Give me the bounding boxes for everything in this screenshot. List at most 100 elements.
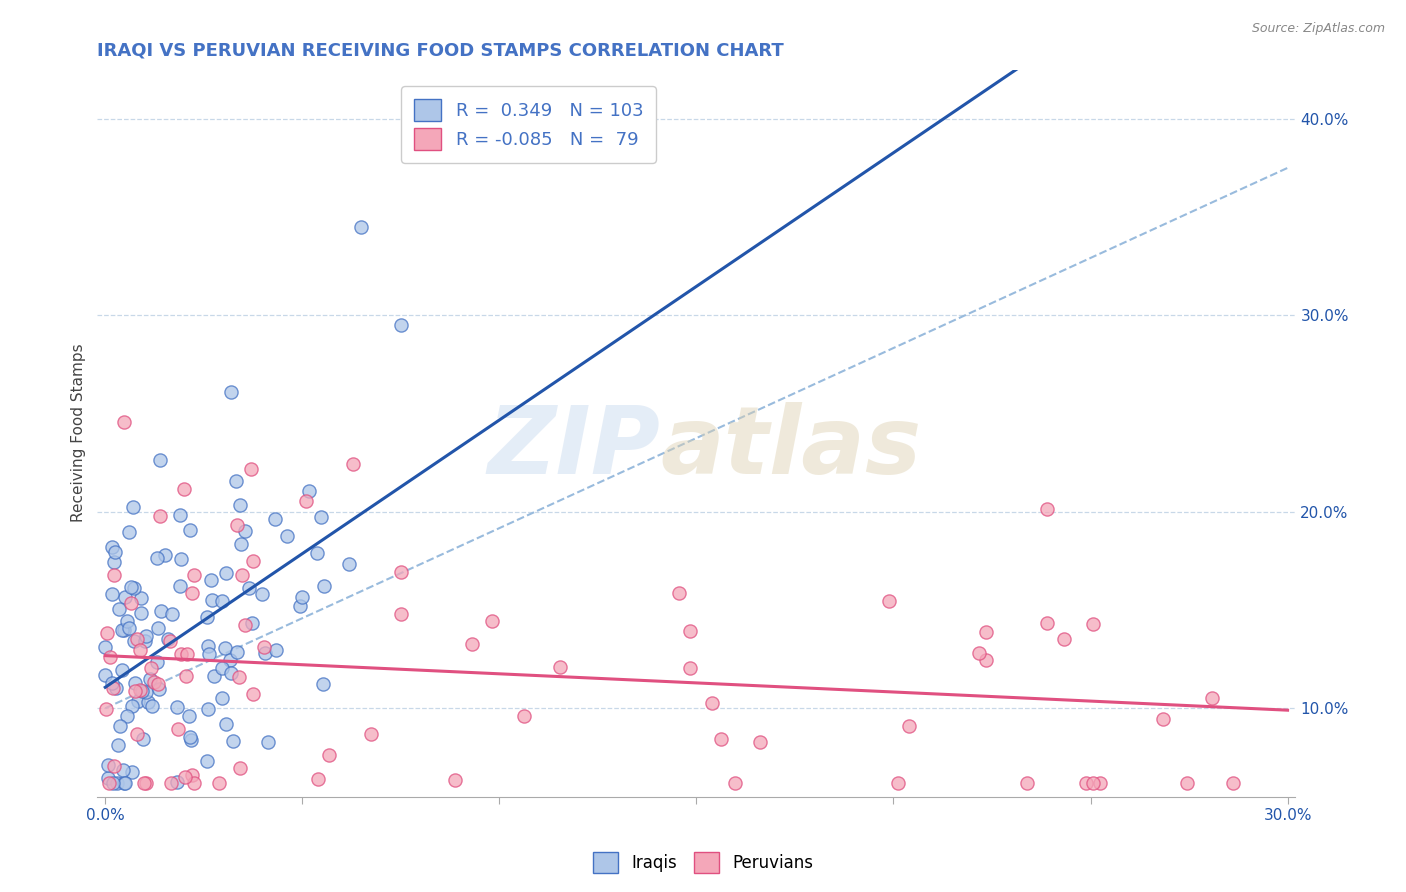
Point — [548, 660, 571, 674]
Point — [134, 634, 156, 648]
Point — [174, 770, 197, 784]
Point — [197, 639, 219, 653]
Text: ZIP: ZIP — [488, 401, 661, 493]
Point — [162, 607, 184, 621]
Point — [211, 691, 233, 706]
Point — [121, 500, 143, 514]
Point — [195, 610, 218, 624]
Point — [263, 511, 285, 525]
Point — [668, 586, 690, 600]
Point — [174, 669, 197, 683]
Point — [211, 594, 233, 608]
Point — [103, 759, 125, 773]
Point — [159, 634, 181, 648]
Point — [170, 647, 193, 661]
Point — [101, 540, 124, 554]
Point — [103, 555, 125, 569]
Point — [112, 623, 135, 637]
Point — [101, 776, 124, 790]
Point — [256, 735, 278, 749]
Point — [127, 694, 149, 708]
Point — [111, 663, 134, 677]
Point — [391, 607, 413, 622]
Text: Source: ZipAtlas.com: Source: ZipAtlas.com — [1251, 22, 1385, 36]
Point — [309, 509, 332, 524]
Point — [132, 776, 155, 790]
Point — [1053, 632, 1076, 647]
Point — [166, 774, 188, 789]
Point — [1083, 617, 1105, 632]
Point — [107, 738, 129, 752]
Point — [229, 761, 252, 775]
Point — [238, 581, 260, 595]
Point — [253, 646, 276, 660]
Point — [146, 621, 169, 635]
Point — [389, 318, 412, 332]
Point — [112, 415, 135, 429]
Point — [1222, 776, 1244, 790]
Point — [145, 655, 167, 669]
Point — [225, 475, 247, 489]
Point — [111, 623, 134, 637]
Point — [101, 587, 124, 601]
Point — [298, 484, 321, 499]
Point — [318, 747, 340, 762]
Point — [291, 590, 314, 604]
Point — [146, 551, 169, 566]
Point — [183, 568, 205, 582]
Point — [181, 768, 204, 782]
Point — [877, 594, 900, 608]
Point — [391, 565, 413, 579]
Point — [148, 681, 170, 696]
Point — [481, 614, 503, 628]
Point — [166, 700, 188, 714]
Point — [337, 558, 360, 572]
Point — [221, 666, 243, 681]
Point — [122, 634, 145, 648]
Point — [242, 687, 264, 701]
Point — [100, 650, 122, 665]
Point — [124, 684, 146, 698]
Point — [211, 661, 233, 675]
Point — [121, 765, 143, 780]
Point — [149, 509, 172, 524]
Point — [710, 731, 733, 746]
Point — [276, 529, 298, 543]
Point — [202, 669, 225, 683]
Point — [1035, 502, 1057, 516]
Point — [150, 604, 173, 618]
Point — [218, 653, 240, 667]
Point — [226, 645, 249, 659]
Point — [127, 727, 149, 741]
Point — [179, 730, 201, 744]
Point — [215, 716, 238, 731]
Point — [129, 607, 152, 621]
Point — [129, 591, 152, 606]
Text: IRAQI VS PERUVIAN RECEIVING FOOD STAMPS CORRELATION CHART: IRAQI VS PERUVIAN RECEIVING FOOD STAMPS … — [97, 42, 785, 60]
Legend: R =  0.349   N = 103, R = -0.085   N =  79: R = 0.349 N = 103, R = -0.085 N = 79 — [402, 86, 655, 162]
Point — [181, 586, 204, 600]
Point — [136, 694, 159, 708]
Point — [1036, 615, 1059, 630]
Point — [141, 699, 163, 714]
Point — [342, 457, 364, 471]
Point — [141, 661, 163, 675]
Point — [219, 384, 242, 399]
Point — [897, 719, 920, 733]
Point — [131, 684, 153, 698]
Point — [104, 545, 127, 559]
Point — [200, 574, 222, 588]
Point — [105, 681, 128, 695]
Point — [208, 776, 231, 790]
Point — [127, 632, 149, 646]
Point — [288, 599, 311, 613]
Point — [169, 508, 191, 522]
Point — [114, 776, 136, 790]
Point — [314, 578, 336, 592]
Point — [170, 551, 193, 566]
Point — [253, 640, 276, 655]
Point — [96, 702, 118, 716]
Point — [350, 219, 373, 234]
Point — [311, 677, 333, 691]
Point — [233, 618, 256, 632]
